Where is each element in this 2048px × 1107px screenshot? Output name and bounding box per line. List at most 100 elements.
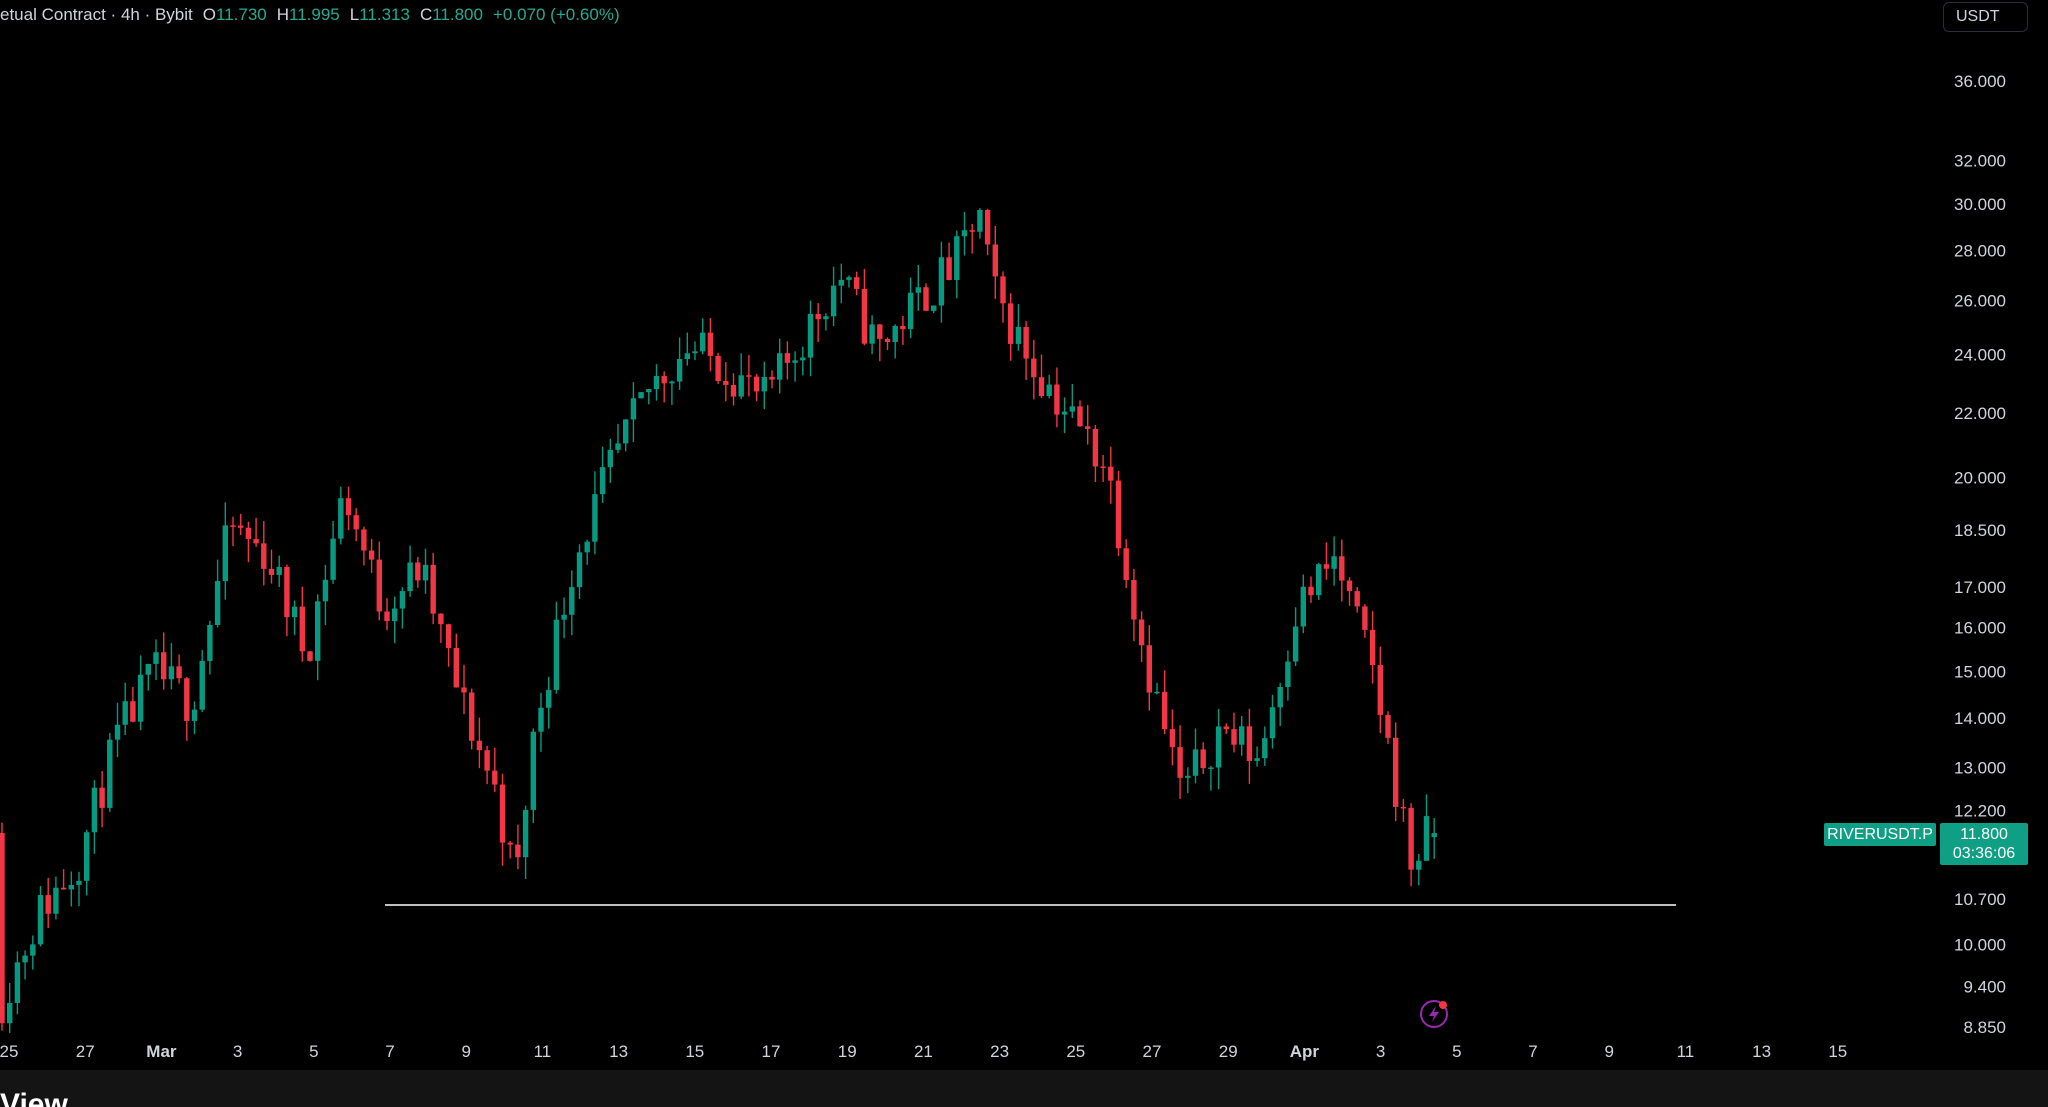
price-axis[interactable]: 36.000 32.000 30.000 28.000 26.000 24.000 22.0… xyxy=(1954,72,2006,1037)
price-axis-label: 14.000 xyxy=(1954,709,2006,728)
candle-body xyxy=(1015,326,1022,344)
candle-body xyxy=(1185,775,1191,778)
candle-body xyxy=(60,887,67,890)
time-axis-label: 13 xyxy=(609,1042,628,1061)
candle-body xyxy=(392,608,398,622)
time-axis-label: 7 xyxy=(1528,1042,1537,1061)
candle-body xyxy=(492,770,498,785)
ohlc-open: O11.730 xyxy=(202,5,267,24)
candle-body xyxy=(1362,606,1368,630)
candle-body xyxy=(415,562,421,581)
candle-body xyxy=(499,784,506,843)
time-axis-label: 21 xyxy=(914,1042,933,1061)
time-axis-label: 3 xyxy=(1376,1042,1385,1061)
candle-body xyxy=(900,325,906,330)
candle-body xyxy=(576,552,583,588)
candle-body xyxy=(1346,580,1353,592)
candle-body xyxy=(30,944,36,956)
candle-body xyxy=(22,955,28,963)
candle-body xyxy=(214,581,221,626)
time-axis-label: 27 xyxy=(1143,1042,1162,1061)
time-axis-label: 29 xyxy=(1219,1042,1238,1061)
price-axis-label: 8.850 xyxy=(1963,1018,2006,1037)
symbol-title[interactable]: etual Contract · 4h · Bybit xyxy=(0,5,193,24)
candle-body xyxy=(1269,707,1276,739)
candle-body xyxy=(961,230,968,237)
candle-body xyxy=(630,398,637,420)
chart-canvas[interactable]: 36.000 32.000 30.000 28.000 26.000 24.000 22.0… xyxy=(0,0,2048,1070)
price-axis-label: 18.500 xyxy=(1954,521,2006,540)
candle-body xyxy=(915,287,921,293)
time-axis-label: 9 xyxy=(461,1042,470,1061)
candle-body xyxy=(1054,384,1060,415)
candle-body xyxy=(746,375,752,377)
candle-body xyxy=(692,351,698,354)
candle-body xyxy=(145,663,151,675)
candle-body xyxy=(76,880,82,885)
candle-body xyxy=(569,587,575,615)
candle-body xyxy=(114,724,121,740)
candle-body xyxy=(923,287,929,311)
candle-body xyxy=(253,539,259,544)
price-axis-label: 30.000 xyxy=(1954,195,2006,214)
time-axis-label: 25 xyxy=(0,1042,18,1061)
price-axis-label: 10.700 xyxy=(1954,890,2006,909)
candle-body xyxy=(553,619,560,690)
lightning-alert-icon[interactable] xyxy=(1420,1000,1448,1028)
candle-body xyxy=(230,525,236,527)
ohlc-high: H11.995 xyxy=(276,5,340,24)
candle-body xyxy=(268,568,275,575)
price-axis-label: 22.000 xyxy=(1954,404,2006,423)
candle-body xyxy=(1008,303,1014,344)
candle-body xyxy=(538,707,544,732)
candle-body xyxy=(984,209,991,245)
candle-body xyxy=(946,257,952,281)
candle-body xyxy=(307,651,313,661)
candle-body xyxy=(338,498,344,539)
time-axis-label: 5 xyxy=(1452,1042,1461,1061)
candle-body xyxy=(37,895,44,945)
candle-body xyxy=(45,895,51,914)
price-axis-label: 12.200 xyxy=(1954,802,2006,821)
candle-body xyxy=(99,787,105,808)
candle-body xyxy=(1108,466,1114,481)
candle-body xyxy=(676,358,683,382)
candle-body xyxy=(838,279,844,286)
currency-button[interactable]: USDT xyxy=(1943,2,2028,32)
candle-body xyxy=(361,529,367,551)
candle-body xyxy=(461,687,467,693)
candle-body xyxy=(1031,358,1037,378)
candle-body xyxy=(823,316,829,320)
candle-body xyxy=(1408,807,1414,870)
candle-body xyxy=(1131,580,1137,620)
candle-body xyxy=(615,443,621,450)
candle-body xyxy=(792,360,798,363)
candle-body xyxy=(1354,591,1360,607)
candle-body xyxy=(161,652,167,680)
candle-body xyxy=(1369,629,1376,666)
candle-body xyxy=(761,376,767,392)
time-axis-label: 5 xyxy=(309,1042,318,1061)
candle-body xyxy=(800,357,806,361)
candle-body xyxy=(515,844,521,858)
candle-body xyxy=(1061,411,1068,415)
candle-body xyxy=(861,288,868,344)
candle-body xyxy=(715,355,721,381)
candle-body xyxy=(607,449,613,468)
time-axis[interactable]: 25 27 Mar 3 5 7 9 11 13 15 17 19 21 23 25 27 29 Apr 3 5 7 9 11… xyxy=(0,1042,1847,1061)
candle-body xyxy=(954,236,960,281)
candle-body xyxy=(315,601,321,661)
time-axis-label: 11 xyxy=(534,1042,552,1061)
candle-body xyxy=(1154,691,1160,694)
candle-body xyxy=(430,564,436,614)
candle-body xyxy=(1177,747,1183,778)
price-axis-label: 36.000 xyxy=(1954,72,2006,91)
candle-body xyxy=(561,614,567,620)
candle-body xyxy=(753,376,760,392)
candle-body xyxy=(399,591,406,609)
candle-body xyxy=(700,332,706,352)
candle-body xyxy=(184,678,190,721)
time-axis-label: 15 xyxy=(1828,1042,1847,1061)
price-axis-label: 15.000 xyxy=(1954,662,2006,681)
candle-body xyxy=(199,660,205,710)
